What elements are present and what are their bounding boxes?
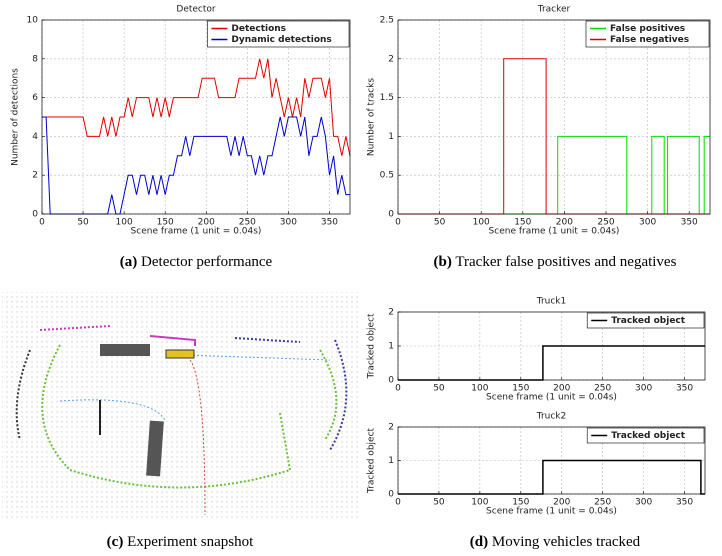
x-tick-label: 250	[594, 384, 611, 394]
y-tick-label: 1	[388, 456, 394, 466]
x-tick-label: 150	[157, 218, 174, 228]
legend-box	[586, 427, 705, 444]
x-tick-label: 0	[39, 218, 45, 228]
x-tick-label: 0	[395, 218, 401, 228]
x-tick-label: 100	[471, 384, 488, 394]
x-tick-label: 300	[639, 218, 656, 228]
x-tick-label: 350	[676, 498, 693, 508]
x-tick-label: 150	[514, 218, 531, 228]
caption: (d) Moving vehicles tracked	[470, 534, 641, 550]
axes-frame	[397, 311, 706, 381]
path-trace	[184, 354, 331, 361]
scan	[329, 339, 348, 451]
scan	[15, 349, 31, 441]
legend-label: Detections	[231, 24, 286, 34]
legend-box	[586, 312, 705, 329]
x-axis-label: Scene frame (1 unit = 0.04s)	[486, 507, 617, 517]
legend-label: Dynamic detections	[231, 35, 331, 45]
x-tick-label: 150	[512, 498, 529, 508]
y-tick-label: 2.5	[380, 16, 394, 26]
x-tick-label: 250	[597, 218, 614, 228]
plot-area	[42, 20, 350, 214]
y-tick-label: 6	[32, 93, 38, 103]
x-axis-label: Scene frame (1 unit = 0.04s)	[486, 393, 617, 403]
chart-title: Detector	[176, 5, 216, 15]
x-tick-label: 300	[635, 498, 652, 508]
x-tick-label: 300	[635, 384, 652, 394]
y-tick-label: 10	[27, 16, 39, 26]
y-tick-label: 0	[388, 376, 394, 386]
y-tick-label: 4	[32, 132, 38, 142]
scan	[149, 335, 196, 346]
x-tick-label: 0	[395, 498, 401, 508]
x-tick-label: 50	[77, 218, 89, 228]
wall	[279, 412, 291, 471]
scan	[234, 337, 301, 343]
ground	[2, 292, 358, 520]
y-axis-label: Tracked object	[367, 313, 377, 380]
y-tick-label: 0	[388, 490, 394, 500]
truck	[100, 344, 150, 356]
legend-label: False negatives	[610, 35, 689, 45]
x-tick-label: 250	[594, 498, 611, 508]
experiment-snapshot	[2, 292, 358, 520]
scan	[69, 469, 291, 489]
y-tick-label: 2	[388, 54, 394, 64]
car	[165, 349, 195, 359]
scan	[319, 349, 338, 441]
axes-frame	[397, 426, 706, 495]
x-tick-label: 150	[512, 384, 529, 394]
truck	[146, 420, 164, 477]
chart-title: Truck2	[536, 412, 566, 422]
plot-area	[398, 20, 710, 214]
y-tick-label: 0.5	[380, 171, 394, 181]
x-tick-label: 350	[681, 218, 698, 228]
x-tick-label: 100	[116, 218, 133, 228]
y-axis-label: Tracked object	[367, 427, 377, 494]
x-tick-label: 0	[395, 384, 401, 394]
x-tick-label: 200	[556, 218, 573, 228]
x-tick-label: 200	[553, 498, 570, 508]
x-tick-label: 100	[471, 498, 488, 508]
x-tick-label: 350	[676, 384, 693, 394]
axes-frame	[41, 19, 351, 215]
x-tick-label: 50	[434, 218, 446, 228]
chart-title: Tracker	[537, 5, 571, 15]
y-tick-label: 1	[388, 132, 394, 142]
y-axis-label: Number of tracks	[367, 78, 377, 156]
y-tick-label: 1	[388, 342, 394, 352]
x-tick-label: 250	[239, 218, 256, 228]
y-axis-label: Number of detections	[11, 68, 21, 166]
y-tick-label: 1.5	[380, 93, 394, 103]
x-axis-label: Scene frame (1 unit = 0.04s)	[131, 227, 262, 237]
legend-box	[585, 20, 710, 48]
y-tick-label: 2	[32, 171, 38, 181]
legend-label: False positives	[610, 24, 685, 34]
chart-title: Truck1	[536, 297, 566, 307]
series-line	[42, 58, 351, 156]
caption: (a) Detector performance	[120, 254, 273, 270]
y-tick-label: 2	[388, 423, 394, 433]
x-tick-label: 50	[433, 498, 445, 508]
y-tick-label: 2	[388, 308, 394, 318]
caption: (c) Experiment snapshot	[107, 534, 254, 550]
x-tick-label: 50	[433, 384, 445, 394]
x-tick-label: 300	[280, 218, 297, 228]
x-tick-label: 100	[473, 218, 490, 228]
legend-label: Tracked object	[611, 431, 686, 441]
axes-frame	[397, 19, 711, 215]
legend-box	[207, 20, 350, 48]
caption: (b) Tracker false positives and negative…	[434, 254, 677, 270]
x-tick-label: 200	[198, 218, 215, 228]
legend-label: Tracked object	[611, 316, 686, 326]
scan	[41, 344, 71, 471]
x-tick-label: 350	[321, 218, 338, 228]
y-tick-label: 0	[388, 210, 394, 220]
x-tick-label: 200	[553, 384, 570, 394]
x-axis-label: Scene frame (1 unit = 0.04s)	[489, 227, 620, 237]
y-tick-label: 0	[32, 210, 38, 220]
y-tick-label: 8	[32, 54, 38, 64]
